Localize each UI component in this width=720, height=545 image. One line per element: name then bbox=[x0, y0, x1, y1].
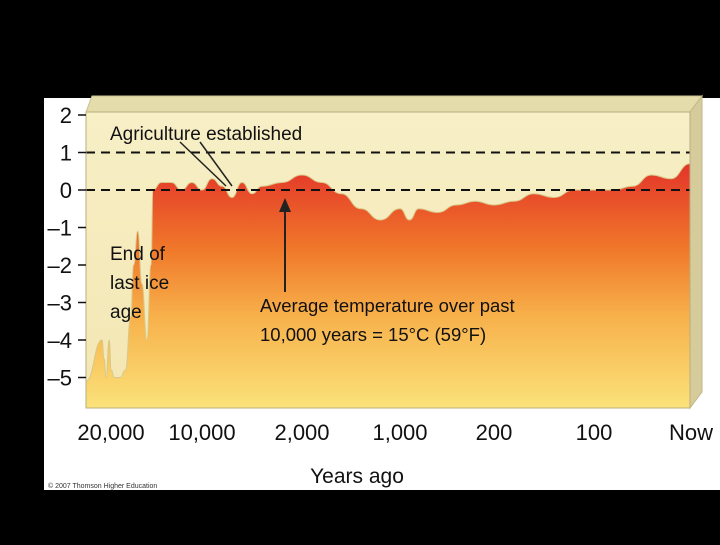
y-tick-label: 1 bbox=[60, 141, 72, 166]
average-annotation-line-1: Average temperature over past bbox=[260, 295, 515, 316]
x-tick-label: 20,000 bbox=[77, 420, 144, 445]
x-tick-label: 10,000 bbox=[168, 420, 235, 445]
y-tick-label: 2 bbox=[60, 103, 72, 128]
x-tick-label: 100 bbox=[576, 420, 613, 445]
x-tick-label: Now bbox=[669, 420, 713, 445]
agriculture-pointer-1 bbox=[179, 141, 227, 187]
y-tick-label: –5 bbox=[48, 366, 72, 391]
average-arrow-head bbox=[279, 198, 291, 212]
plot-border bbox=[85, 111, 691, 409]
x-tick-label: 1,000 bbox=[372, 420, 427, 445]
x-axis-title: Years ago bbox=[310, 465, 404, 488]
x-axis: 20,000 10,000 2,000 1,000 200 100 Now bbox=[77, 420, 713, 445]
y-axis: 2 1 0 –1 –2 –3 –4 –5 bbox=[48, 103, 86, 391]
plot-box-top bbox=[85, 95, 703, 113]
y-tick-label: –3 bbox=[48, 291, 72, 316]
average-annotation-line-2: 10,000 years = 15°C (59°F) bbox=[260, 324, 486, 345]
ice-age-annotation-line-1: End of bbox=[110, 244, 166, 265]
copyright-text: © 2007 Thomson Higher Education bbox=[48, 482, 157, 490]
x-tick-label: 200 bbox=[476, 420, 513, 445]
ice-age-annotation-line-3: age bbox=[110, 302, 142, 323]
temperature-area bbox=[86, 163, 690, 408]
y-tick-label: –2 bbox=[48, 253, 72, 278]
y-tick-label: –1 bbox=[48, 216, 72, 241]
y-tick-label: –4 bbox=[48, 328, 72, 353]
agriculture-annotation: Agriculture established bbox=[110, 124, 302, 145]
ice-age-annotation-line-2: last ice bbox=[110, 273, 169, 294]
plot-box-side bbox=[689, 94, 703, 410]
x-tick-label: 2,000 bbox=[274, 420, 329, 445]
agriculture-pointer-2 bbox=[199, 141, 233, 187]
temperature-outline bbox=[86, 163, 690, 382]
y-tick-label: 0 bbox=[60, 178, 72, 203]
